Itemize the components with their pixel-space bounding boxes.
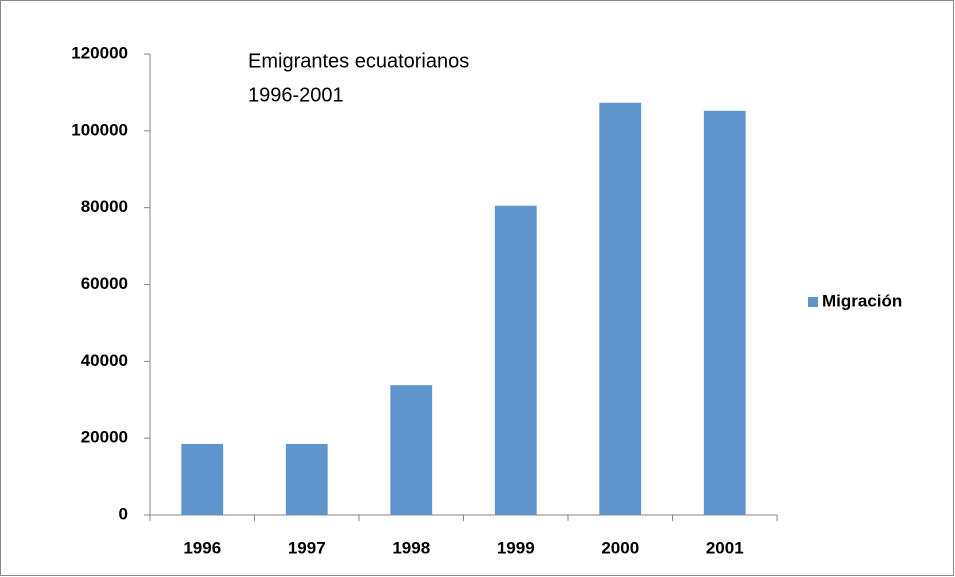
chart-title: 1996-2001 [248, 84, 344, 106]
bar [285, 443, 328, 515]
bar [599, 102, 642, 515]
legend-swatch [808, 297, 818, 307]
x-tick-label: 2000 [601, 538, 639, 557]
bar [390, 385, 433, 515]
bar [494, 205, 537, 515]
chart-title: Emigrantes ecuatorianos [248, 50, 469, 72]
y-tick-label: 120000 [71, 43, 128, 62]
y-tick-label: 100000 [71, 120, 128, 139]
y-tick-label: 60000 [81, 274, 128, 293]
bar [703, 110, 746, 516]
y-tick-label: 0 [119, 504, 128, 523]
y-tick-label: 20000 [81, 428, 128, 447]
x-tick-label: 1998 [392, 538, 430, 557]
x-tick-label: 2001 [706, 538, 744, 557]
bar [181, 443, 224, 515]
legend-label: Migración [822, 291, 902, 310]
x-tick-label: 1997 [288, 538, 326, 557]
y-tick-label: 80000 [81, 197, 128, 216]
x-tick-label: 1996 [183, 538, 221, 557]
y-tick-label: 40000 [81, 351, 128, 370]
x-tick-label: 1999 [497, 538, 535, 557]
